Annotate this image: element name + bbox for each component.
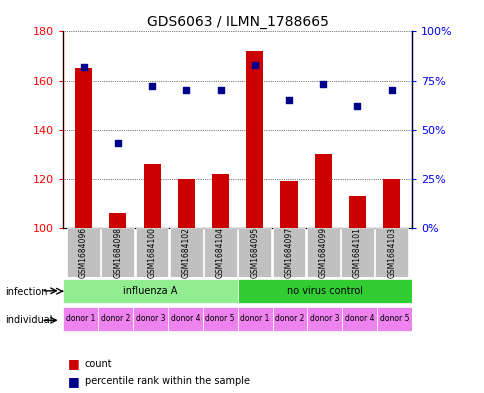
Point — [250, 62, 258, 68]
Point — [148, 83, 156, 90]
FancyBboxPatch shape — [202, 307, 237, 331]
Point — [285, 97, 292, 103]
FancyBboxPatch shape — [67, 228, 100, 277]
Text: ■: ■ — [68, 375, 79, 388]
Point — [216, 87, 224, 94]
Text: percentile rank within the sample: percentile rank within the sample — [85, 376, 249, 386]
Text: GSM1684104: GSM1684104 — [215, 227, 225, 278]
Point — [114, 140, 121, 147]
Text: GSM1684100: GSM1684100 — [147, 227, 156, 278]
Text: GSM1684098: GSM1684098 — [113, 227, 122, 278]
FancyBboxPatch shape — [63, 307, 98, 331]
FancyBboxPatch shape — [133, 307, 167, 331]
FancyBboxPatch shape — [238, 228, 271, 277]
FancyBboxPatch shape — [272, 307, 307, 331]
Text: donor 4: donor 4 — [345, 314, 374, 323]
Point — [387, 87, 395, 94]
FancyBboxPatch shape — [375, 228, 408, 277]
Text: GSM1684103: GSM1684103 — [386, 227, 395, 278]
FancyBboxPatch shape — [204, 228, 237, 277]
FancyBboxPatch shape — [167, 307, 202, 331]
Text: ■: ■ — [68, 357, 79, 370]
Point — [353, 103, 361, 109]
Text: count: count — [85, 358, 112, 369]
Point — [318, 81, 326, 88]
FancyBboxPatch shape — [377, 307, 411, 331]
Text: infection: infection — [5, 287, 47, 297]
FancyBboxPatch shape — [342, 307, 377, 331]
Text: GSM1684101: GSM1684101 — [352, 227, 361, 278]
Point — [182, 87, 190, 94]
Text: donor 1: donor 1 — [66, 314, 95, 323]
Text: GSM1684096: GSM1684096 — [79, 227, 88, 278]
Bar — [280, 181, 297, 228]
Text: donor 3: donor 3 — [310, 314, 339, 323]
FancyBboxPatch shape — [237, 307, 272, 331]
Text: GSM1684097: GSM1684097 — [284, 227, 293, 278]
Text: donor 3: donor 3 — [136, 314, 165, 323]
Bar — [177, 179, 195, 228]
Bar — [109, 213, 126, 228]
Text: individual: individual — [5, 314, 52, 325]
FancyBboxPatch shape — [340, 228, 373, 277]
Bar — [212, 174, 228, 228]
Text: donor 5: donor 5 — [205, 314, 234, 323]
Text: donor 4: donor 4 — [170, 314, 199, 323]
FancyBboxPatch shape — [237, 279, 411, 303]
Title: GDS6063 / ILMN_1788665: GDS6063 / ILMN_1788665 — [146, 15, 328, 29]
Text: donor 2: donor 2 — [101, 314, 130, 323]
Bar — [143, 164, 160, 228]
Point — [79, 64, 87, 70]
FancyBboxPatch shape — [169, 228, 202, 277]
Text: donor 5: donor 5 — [379, 314, 408, 323]
FancyBboxPatch shape — [101, 228, 134, 277]
FancyBboxPatch shape — [306, 228, 339, 277]
Bar — [75, 68, 92, 228]
FancyBboxPatch shape — [307, 307, 342, 331]
FancyBboxPatch shape — [272, 228, 305, 277]
Text: GSM1684099: GSM1684099 — [318, 227, 327, 278]
Bar — [314, 154, 331, 228]
FancyBboxPatch shape — [63, 279, 237, 303]
Text: GSM1684095: GSM1684095 — [250, 227, 259, 278]
Text: no virus control: no virus control — [287, 286, 362, 296]
Bar — [382, 179, 399, 228]
Text: GSM1684102: GSM1684102 — [182, 227, 190, 278]
Text: donor 2: donor 2 — [275, 314, 304, 323]
Text: donor 1: donor 1 — [240, 314, 269, 323]
FancyBboxPatch shape — [136, 228, 168, 277]
Bar — [348, 196, 365, 228]
Text: influenza A: influenza A — [123, 286, 177, 296]
FancyBboxPatch shape — [98, 307, 133, 331]
Bar — [246, 51, 263, 228]
